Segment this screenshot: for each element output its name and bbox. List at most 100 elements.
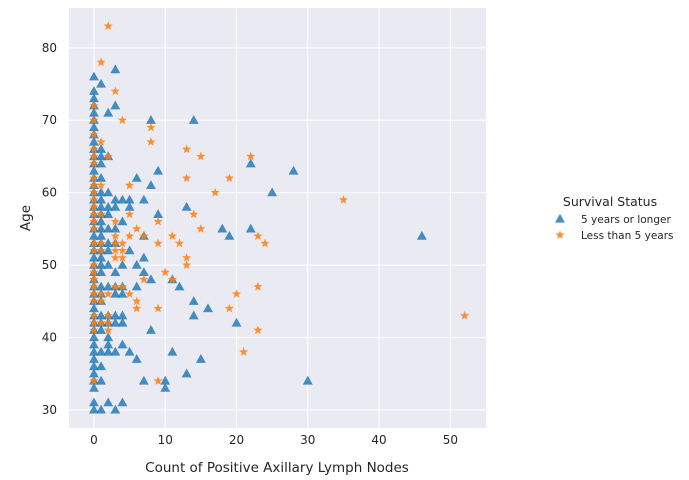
star-point — [96, 137, 106, 146]
triangle-point — [110, 201, 121, 211]
star-point — [260, 238, 270, 248]
star-point — [182, 260, 192, 269]
triangle-point — [89, 404, 99, 414]
triangle-point — [96, 230, 107, 240]
triangle-point — [96, 223, 107, 233]
star-point — [146, 122, 156, 132]
triangle-legend-icon — [555, 213, 565, 223]
triangle-point — [188, 310, 199, 320]
star-point — [89, 202, 99, 212]
star-point — [89, 115, 99, 125]
triangle-point — [131, 259, 142, 269]
y-tick-label: 40 — [42, 330, 57, 344]
star-point — [253, 231, 263, 240]
triangle-point — [110, 100, 121, 110]
x-axis-label: Count of Positive Axillary Lymph Nodes — [145, 460, 409, 476]
star-point — [125, 209, 135, 219]
triangle-point — [245, 223, 256, 233]
triangle-point — [138, 252, 149, 262]
star-point — [89, 173, 99, 183]
triangle-point — [124, 194, 135, 204]
triangle-point — [96, 267, 107, 276]
triangle-point — [124, 245, 135, 255]
triangle-point — [103, 281, 114, 291]
triangle-point — [96, 144, 107, 153]
triangle-point — [89, 339, 99, 349]
star-point — [117, 238, 128, 248]
star-point — [167, 231, 177, 240]
triangle-point — [117, 194, 128, 204]
star-point — [89, 296, 99, 306]
star-point — [460, 310, 470, 320]
star-point — [96, 57, 106, 67]
triangle-point — [181, 201, 192, 211]
legend-label: 5 years or longer — [581, 214, 671, 226]
triangle-point — [89, 122, 99, 132]
star-point — [153, 216, 163, 226]
star-point — [167, 274, 177, 284]
triangle-point — [110, 346, 121, 356]
star-point — [89, 144, 99, 154]
star-point — [182, 144, 192, 154]
triangle-point — [89, 136, 99, 146]
triangle-point — [131, 281, 142, 291]
triangle-point — [146, 115, 156, 124]
triangle-point — [96, 194, 107, 204]
star-point — [103, 325, 113, 335]
triangle-point — [117, 216, 128, 226]
star-point — [96, 180, 106, 190]
triangle-point — [110, 194, 121, 204]
star-point — [224, 303, 234, 313]
star-point — [96, 296, 106, 306]
triangle-point — [146, 274, 156, 284]
triangle-point — [89, 382, 99, 392]
star-point — [89, 274, 99, 284]
triangle-point — [288, 165, 299, 175]
triangle-point — [167, 346, 178, 356]
triangle-point — [89, 361, 99, 371]
legend: Survival Status 5 years or longer Less th… — [555, 194, 674, 242]
triangle-point — [96, 252, 107, 262]
triangle-point — [96, 201, 107, 211]
triangle-point — [89, 346, 99, 356]
data-points — [89, 21, 470, 414]
triangle-point — [96, 78, 107, 88]
star-point — [89, 267, 99, 277]
triangle-point — [103, 332, 114, 342]
triangle-point — [224, 230, 235, 240]
triangle-point — [117, 339, 128, 349]
triangle-point — [96, 361, 107, 371]
star-point — [96, 209, 106, 219]
star-point — [239, 347, 249, 356]
star-point — [89, 224, 99, 233]
star-point — [89, 100, 99, 110]
triangle-point — [103, 107, 114, 117]
star-point — [89, 289, 99, 298]
y-tick-label: 60 — [42, 186, 57, 200]
triangle-point — [416, 230, 427, 240]
triangle-point — [138, 267, 149, 276]
triangle-point — [89, 93, 99, 103]
triangle-point — [110, 267, 121, 276]
star-point — [89, 310, 99, 320]
star-point — [103, 21, 113, 30]
triangle-point — [131, 172, 142, 182]
triangle-point — [117, 310, 128, 320]
y-tick-label: 80 — [42, 41, 57, 55]
star-point — [103, 289, 113, 298]
triangle-point — [89, 303, 99, 313]
triangle-point — [117, 288, 128, 298]
triangle-point — [96, 187, 107, 197]
star-point — [110, 216, 120, 226]
triangle-point — [110, 223, 121, 233]
star-point — [89, 187, 99, 197]
star-point — [96, 289, 106, 298]
star-point — [139, 274, 149, 284]
triangle-point — [110, 404, 121, 414]
star-point — [117, 281, 128, 291]
triangle-point — [96, 346, 107, 356]
triangle-point — [110, 64, 121, 74]
triangle-point — [302, 375, 313, 385]
star-point — [89, 325, 99, 335]
